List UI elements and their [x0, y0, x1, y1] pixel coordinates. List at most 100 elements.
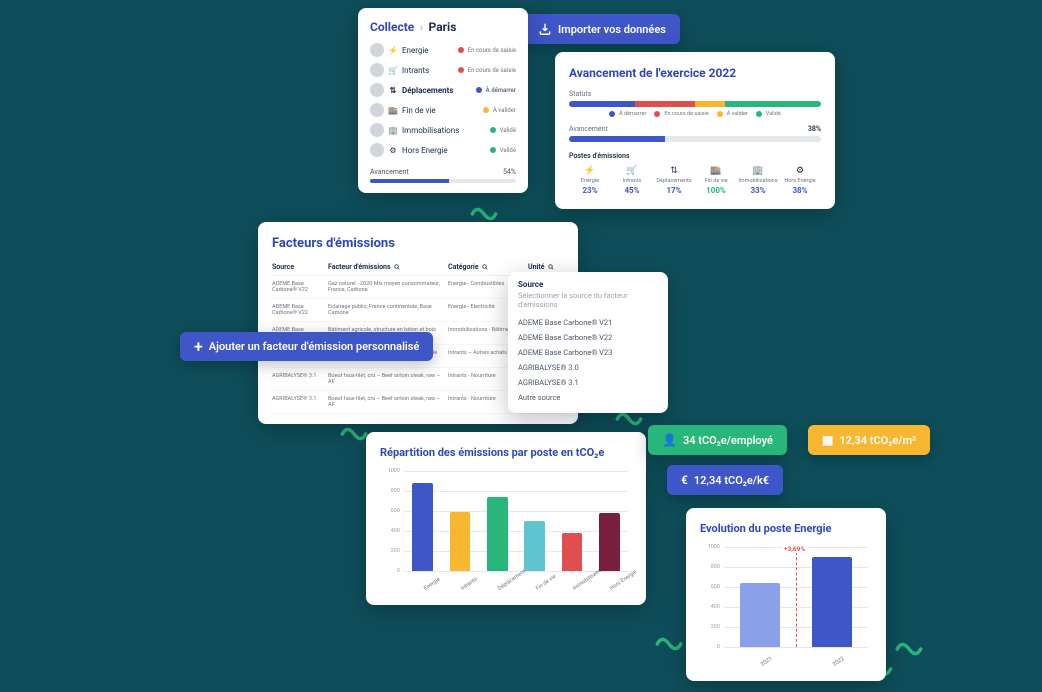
source-option[interactable]: AGRIBALYSE® 3.1 — [518, 375, 658, 390]
avatar — [370, 63, 384, 77]
poste-icon: 🏬 — [695, 166, 737, 176]
fe-title: Facteurs d'émissions — [272, 236, 564, 251]
poste-label: Hors Energie — [779, 178, 821, 184]
source-option[interactable]: ADEME Base Carbone® V23 — [518, 345, 658, 360]
fe-col[interactable]: Facteur d'émissions — [328, 263, 448, 271]
collecte-item[interactable]: 🛒 Intrants En cours de saisie — [370, 60, 516, 80]
fe-col[interactable]: Source — [272, 263, 328, 271]
avatar — [370, 123, 384, 137]
legend-item: En cours de saisie — [654, 111, 708, 117]
source-option[interactable]: AGRIBALYSE® 3.0 — [518, 360, 658, 375]
bar — [562, 533, 583, 571]
poste-label: Intrants — [611, 178, 653, 184]
y-tick: 0 — [700, 644, 720, 650]
poste-label: Fin de vie — [695, 178, 737, 184]
source-option[interactable]: Autre source — [518, 390, 658, 405]
search-icon — [394, 264, 400, 270]
status-text: En cours de saisie — [468, 67, 516, 74]
statut-segment — [569, 101, 635, 107]
y-tick: 0 — [380, 568, 400, 574]
status-text: Validé — [500, 127, 516, 134]
gridline — [404, 471, 628, 472]
import-button[interactable]: Importer vos données — [524, 14, 680, 44]
poste-icon: 🛒 — [611, 166, 653, 176]
poste-pct: 38% — [779, 186, 821, 195]
kpi-icon: 👤 — [662, 433, 677, 447]
bar — [524, 521, 545, 571]
collecte-label: Energie — [402, 46, 458, 55]
category-icon: 🏬 — [388, 106, 398, 115]
poste-label: Energie — [569, 178, 611, 184]
fe-cell: Boeuf faux-filet, cru – Beef sirloin ste… — [328, 373, 448, 385]
poste-item[interactable]: ⇅ Déplacements 17% — [653, 166, 695, 195]
y-tick: 200 — [700, 624, 720, 630]
category-icon: 🛒 — [388, 66, 398, 75]
poste-icon: ⇅ — [653, 166, 695, 176]
bar — [599, 513, 620, 571]
evo-title: Evolution du poste Energie — [700, 522, 872, 535]
collecte-item[interactable]: 🏬 Fin de vie À valider — [370, 100, 516, 120]
bar-label: Energie — [423, 577, 441, 592]
source-option[interactable]: ADEME Base Carbone® V22 — [518, 330, 658, 345]
poste-icon: 🏢 — [737, 166, 779, 176]
kpi-text: 12,34 tCO₂e/k€ — [694, 474, 769, 487]
poste-item[interactable]: 🏬 Fin de vie 100% — [695, 166, 737, 195]
add-factor-button[interactable]: + Ajouter un facteur d'émission personna… — [180, 332, 433, 361]
add-factor-label: Ajouter un facteur d'émission personnali… — [209, 340, 420, 353]
source-option[interactable]: ADEME Base Carbone® V21 — [518, 315, 658, 330]
bar — [450, 512, 471, 571]
collecte-item[interactable]: ⚙ Hors Energie Validé — [370, 140, 516, 160]
y-tick: 600 — [380, 508, 400, 514]
breadcrumb-sep: › — [420, 21, 423, 34]
gridline — [724, 647, 868, 648]
bar — [740, 583, 780, 647]
fe-col[interactable]: Catégorie — [448, 263, 528, 271]
collecte-progress-pct: 54% — [503, 168, 516, 176]
avatar — [370, 143, 384, 157]
poste-item[interactable]: ⚡ Energie 23% — [569, 166, 611, 195]
import-label: Importer vos données — [558, 23, 666, 36]
collecte-item[interactable]: ⚡ Energie En cours de saisie — [370, 40, 516, 60]
gridline — [404, 531, 628, 532]
fe-cell: ADEME Base Carbone® V22 — [272, 281, 328, 293]
bar — [487, 497, 508, 571]
kpi-icon: ▦ — [822, 433, 833, 447]
bar-label: 2021 — [760, 656, 774, 668]
status-text: En cours de saisie — [468, 47, 516, 54]
kpi-keuro: €12,34 tCO₂e/k€ — [667, 465, 783, 495]
poste-item[interactable]: 🛒 Intrants 45% — [611, 166, 653, 195]
breadcrumb-root[interactable]: Collecte — [370, 20, 414, 34]
rep-title: Répartition des émissions par poste en t… — [380, 446, 632, 459]
poste-pct: 17% — [653, 186, 695, 195]
status-dot — [458, 47, 464, 53]
plus-icon: + — [194, 341, 203, 352]
gridline — [404, 551, 628, 552]
category-icon: ⚙ — [388, 146, 398, 155]
evolution-card: Evolution du poste Energie 0200400600800… — [686, 508, 886, 681]
statut-segment — [635, 101, 695, 107]
gridline — [404, 511, 628, 512]
poste-item[interactable]: ⚙ Hors Energie 38% — [779, 166, 821, 195]
poste-pct: 23% — [569, 186, 611, 195]
gridline — [404, 491, 628, 492]
avatar — [370, 103, 384, 117]
y-tick: 200 — [380, 548, 400, 554]
bar-label: 2022 — [832, 656, 846, 668]
popover-hint: Sélectionner la source du facteur d'émis… — [518, 291, 658, 309]
kpi-employe: 👤 34 tCO₂e/employé — [648, 425, 787, 455]
avc-label: Avancement — [569, 125, 608, 133]
collecte-item[interactable]: 🏢 Immobilisations Validé — [370, 120, 516, 140]
kpi-text: 34 tCO₂e/employé — [683, 434, 773, 447]
poste-item[interactable]: 🏢 Immobilisations 33% — [737, 166, 779, 195]
status-dot — [458, 67, 464, 73]
collecte-progress-label: Avancement — [370, 168, 409, 176]
y-tick: 1000 — [380, 468, 400, 474]
collecte-item[interactable]: ⇅ Déplacements À démarrer — [370, 80, 516, 100]
poste-icon: ⚡ — [569, 166, 611, 176]
avancement-title: Avancement de l'exercice 2022 — [569, 66, 821, 80]
delta-label: +3,69% — [782, 545, 807, 553]
y-tick: 800 — [380, 488, 400, 494]
search-icon — [482, 264, 488, 270]
kpi-icon: € — [681, 473, 688, 487]
fe-col[interactable]: Unité — [528, 263, 558, 271]
